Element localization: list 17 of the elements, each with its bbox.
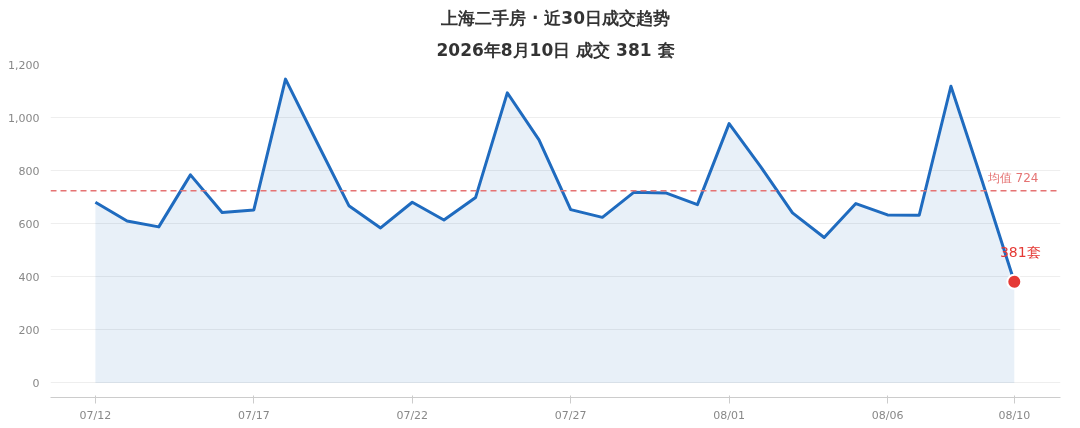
y-tick-label: 600 [18, 217, 40, 231]
x-tick-label: 07/22 [396, 408, 429, 422]
chart-title: 上海二手房 · 近30日成交趋势 [440, 7, 670, 28]
chart-subtitle: 2026年8月10日 成交 381 套 [436, 39, 675, 60]
y-tick-label: 400 [18, 270, 40, 284]
y-tick-label: 200 [18, 323, 40, 337]
y-tick-label: 1,000 [8, 111, 40, 125]
x-tick-label: 08/10 [998, 408, 1031, 422]
x-tick-label: 07/27 [554, 408, 587, 422]
x-tick-label: 08/06 [871, 408, 904, 422]
y-tick-label: 0 [32, 376, 40, 390]
y-tick-label: 1,200 [8, 58, 40, 72]
y-tick-label: 800 [18, 164, 40, 178]
x-tick-label: 08/01 [713, 408, 745, 422]
x-tick-label: 07/12 [79, 408, 112, 422]
ref-line-label: 均值 724 [986, 170, 1039, 185]
x-tick-label: 07/17 [237, 408, 270, 422]
